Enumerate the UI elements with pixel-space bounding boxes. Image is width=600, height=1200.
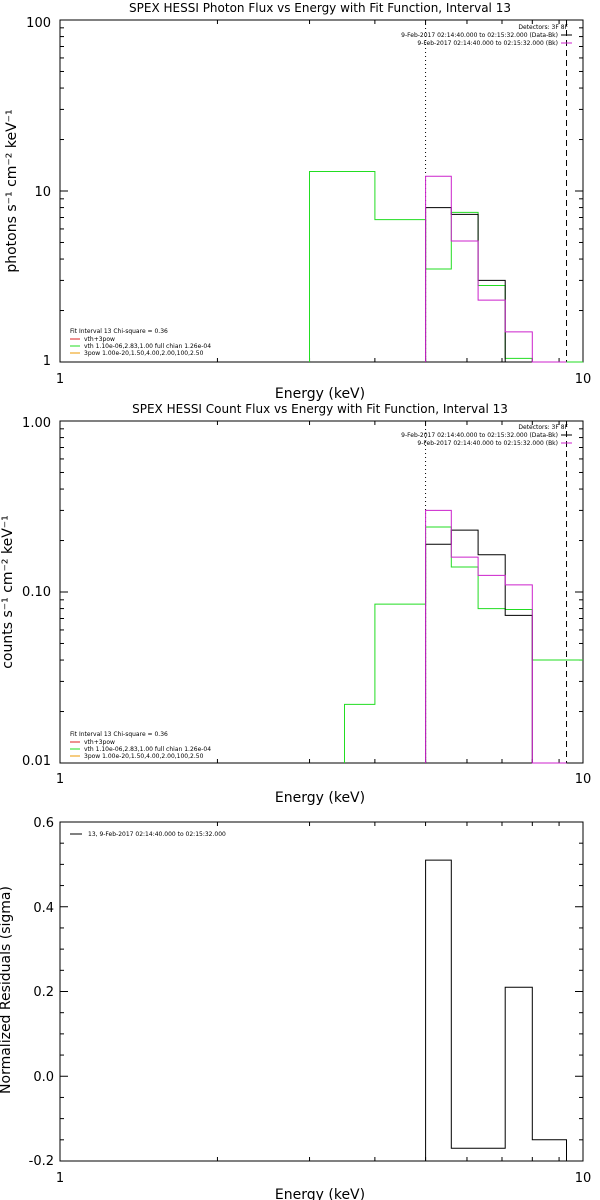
panel3-ytick-0-0: 0.0 bbox=[33, 1070, 54, 1085]
panel2-title: SPEX HESSI Count Flux vs Energy with Fit… bbox=[132, 402, 508, 416]
photon-flux-panel: SPEX HESSI Photon Flux vs Energy with Fi… bbox=[4, 1, 591, 402]
residuals-panel: 0.6 0.4 0.2 0.0 -0.2 1 10 Energy (keV) N… bbox=[0, 816, 591, 1200]
panel3-ytick-0-6: 0.6 bbox=[33, 816, 54, 831]
panel2-legend-bottomleft: Fit Interval 13 Chi-square = 0.36 vth+3p… bbox=[70, 731, 211, 760]
panel1-fit-item-2: 3pow 1.00e-20,1.50,4.00,2.00,100,2.50 bbox=[84, 350, 204, 357]
panel3-plot-frame bbox=[59, 821, 584, 1162]
panel3-legend-item: 13, 9-Feb-2017 02:14:40.000 to 02:15:32.… bbox=[88, 831, 226, 838]
panel2-fit-item-1: vth 1.10e-06,2.83,1.00 full chian 1.26e-… bbox=[84, 746, 211, 753]
panel3-xtick-1: 1 bbox=[56, 1171, 64, 1186]
panel2-fit-item-0: vth+3pow bbox=[84, 739, 115, 746]
panel3-marks bbox=[59, 821, 584, 1162]
panel2-ytick-0-1: 0.10 bbox=[22, 585, 51, 600]
panel1-plot-frame bbox=[59, 19, 584, 363]
panel1-legend-header: Detectors: 3F 8F bbox=[518, 24, 568, 31]
panel3-legend: 13, 9-Feb-2017 02:14:40.000 to 02:15:32.… bbox=[70, 831, 226, 838]
panel1-legend-item-1: 9-Feb-2017 02:14:40.000 to 02:15:32.000 … bbox=[417, 40, 558, 47]
panel1-xtick-1: 1 bbox=[56, 372, 64, 387]
panel3-ytick-neg-0-2: -0.2 bbox=[29, 1154, 54, 1169]
panel2-legend-topright: Detectors: 3F 8F 9-Feb-2017 02:14:40.000… bbox=[401, 424, 572, 447]
panel2-marks bbox=[59, 420, 584, 764]
panel2-fit-header: Fit Interval 13 Chi-square = 0.36 bbox=[70, 731, 168, 738]
panel2-ytick-1: 1.00 bbox=[22, 416, 51, 431]
panel2-legend-item-1: 9-Feb-2017 02:14:40.000 to 02:15:32.000 … bbox=[417, 440, 558, 447]
panel1-fit-header: Fit Interval 13 Chi-square = 0.36 bbox=[70, 328, 168, 335]
panel2-xtick-1: 1 bbox=[56, 772, 64, 787]
panel1-legend-item-0: 9-Feb-2017 02:14:40.000 to 02:15:32.000 … bbox=[401, 32, 558, 39]
series-step-line-2 bbox=[425, 175, 567, 363]
count-flux-panel: SPEX HESSI Count Flux vs Energy with Fit… bbox=[0, 402, 591, 806]
series-step-line-0 bbox=[425, 859, 567, 1161]
panel3-ylabel: Normalized Residuals (sigma) bbox=[0, 886, 14, 1094]
panel2-plot-frame bbox=[59, 420, 584, 764]
series-step-line-1 bbox=[425, 529, 567, 764]
panel1-fit-item-1: vth 1.10e-06,2.83,1.00 full chian 1.26e-… bbox=[84, 343, 211, 350]
panel1-title: SPEX HESSI Photon Flux vs Energy with Fi… bbox=[129, 1, 511, 15]
panel3-ytick-0-2: 0.2 bbox=[33, 985, 54, 1000]
panel2-xtick-10: 10 bbox=[575, 772, 592, 787]
panel3-xlabel: Energy (keV) bbox=[275, 1187, 365, 1200]
panel3-xtick-10: 10 bbox=[575, 1171, 592, 1186]
series-step-line-2 bbox=[425, 509, 567, 764]
panel1-legend-topright: Detectors: 3F 8F 9-Feb-2017 02:14:40.000… bbox=[401, 24, 572, 47]
panel2-legend-item-0: 9-Feb-2017 02:14:40.000 to 02:15:32.000 … bbox=[401, 432, 558, 439]
panel1-xtick-10: 10 bbox=[575, 372, 592, 387]
panel3-ytick-0-4: 0.4 bbox=[33, 901, 54, 916]
series-step-line-1 bbox=[425, 207, 567, 363]
panel1-marks bbox=[59, 19, 584, 363]
series-step-line-0 bbox=[344, 526, 583, 763]
panel1-legend-bottomleft: Fit Interval 13 Chi-square = 0.36 vth+3p… bbox=[70, 328, 211, 357]
panel2-legend-header: Detectors: 3F 8F bbox=[518, 424, 568, 431]
panel1-fit-item-0: vth+3pow bbox=[84, 336, 115, 343]
panel1-ytick-100: 100 bbox=[26, 16, 51, 31]
panel1-ytick-10: 10 bbox=[34, 185, 51, 200]
panel1-ylabel: photons s⁻¹ cm⁻² keV⁻¹ bbox=[4, 109, 20, 272]
panel2-ytick-0-01: 0.01 bbox=[22, 754, 51, 769]
panel2-ylabel: counts s⁻¹ cm⁻² keV⁻¹ bbox=[0, 515, 16, 669]
series-step-line-0 bbox=[309, 171, 583, 363]
panel1-xlabel: Energy (keV) bbox=[275, 386, 365, 402]
panel2-fit-item-2: 3pow 1.00e-20,1.50,4.00,2.00,100,2.50 bbox=[84, 753, 204, 760]
panel1-ytick-1: 1 bbox=[43, 354, 51, 369]
panel2-xlabel: Energy (keV) bbox=[275, 790, 365, 806]
